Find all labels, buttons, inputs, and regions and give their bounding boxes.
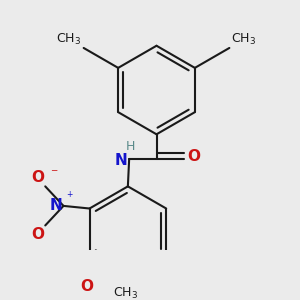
Text: N: N [50, 198, 62, 213]
Text: O: O [31, 170, 44, 185]
Text: CH$_3$: CH$_3$ [113, 286, 138, 300]
Text: O: O [187, 149, 200, 164]
Text: N: N [114, 153, 127, 168]
Text: O: O [80, 279, 93, 294]
Text: CH$_3$: CH$_3$ [231, 32, 256, 47]
Text: H: H [126, 140, 135, 153]
Text: O: O [31, 227, 44, 242]
Text: $^{-}$: $^{-}$ [50, 167, 58, 180]
Text: $^{+}$: $^{+}$ [66, 190, 74, 200]
Text: CH$_3$: CH$_3$ [56, 32, 82, 47]
